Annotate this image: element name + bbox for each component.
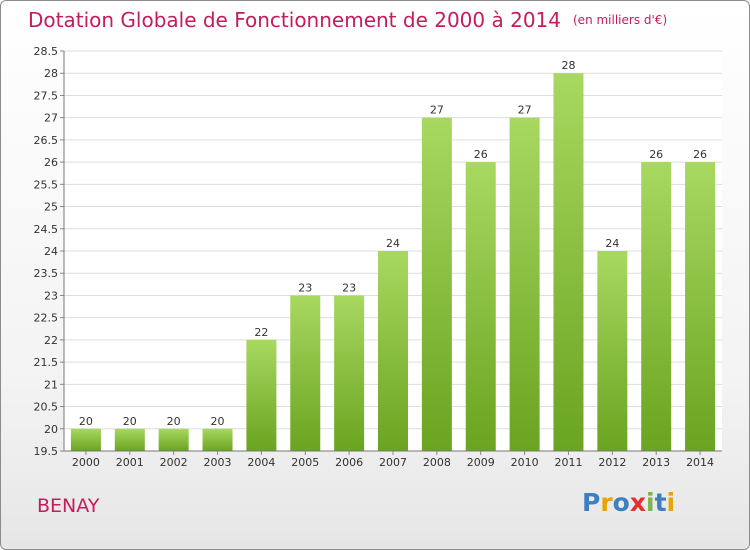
bar-2009 (465, 162, 496, 451)
x-tick-label: 2008 (423, 456, 451, 469)
bar-2006 (334, 295, 365, 451)
logo-letter: o (612, 488, 630, 517)
y-tick-label: 27 (44, 112, 58, 125)
x-tick-label: 2001 (116, 456, 144, 469)
y-tick-label: 22 (44, 334, 58, 347)
bar-2010 (509, 117, 540, 452)
y-tick-label: 25.5 (34, 178, 59, 191)
value-label: 20 (211, 415, 225, 428)
value-label: 20 (167, 415, 181, 428)
y-tick-label: 25 (44, 201, 58, 214)
x-tick-label: 2013 (642, 456, 670, 469)
value-label: 23 (342, 281, 356, 294)
value-label: 27 (430, 104, 444, 117)
value-label: 23 (298, 281, 312, 294)
x-tick-label: 2004 (247, 456, 275, 469)
bar-2011 (553, 73, 584, 451)
x-tick-label: 2005 (291, 456, 319, 469)
bar-2013 (641, 162, 672, 451)
y-tick-label: 26.5 (34, 134, 59, 147)
x-tick-label: 2000 (72, 456, 100, 469)
x-tick-label: 2002 (160, 456, 188, 469)
value-label: 20 (123, 415, 137, 428)
y-tick-label: 19.5 (34, 445, 59, 458)
bars: 20 20 20 20 22 23 23 24 27 26 27 28 24 26 26 (70, 59, 716, 452)
value-label: 26 (649, 148, 663, 161)
bar-2000 (70, 428, 101, 451)
logo-letter: P (582, 488, 601, 517)
value-label: 20 (79, 415, 93, 428)
y-tick-label: 23.5 (34, 267, 59, 280)
proxiti-logo: Proxiti (582, 488, 675, 517)
logo-letter: t (654, 488, 667, 517)
bar-2003 (202, 428, 233, 451)
logo-letter: r (600, 488, 613, 517)
y-tick-label: 21.5 (34, 356, 59, 369)
bar-2004 (246, 339, 277, 451)
bar-2008 (421, 117, 452, 452)
y-tick-label: 20 (44, 423, 58, 436)
x-tick-label: 2003 (204, 456, 232, 469)
y-tick-label: 23 (44, 289, 58, 302)
bar-2014 (685, 162, 716, 451)
chart-title: Dotation Globale de Fonctionnement de 20… (28, 8, 667, 32)
value-label: 28 (561, 59, 575, 72)
bar-2012 (597, 251, 628, 451)
y-tick-label: 26 (44, 156, 58, 169)
chart-subtitle: (en milliers d'€) (573, 13, 668, 27)
chart-title-text: Dotation Globale de Fonctionnement de 20… (28, 8, 561, 32)
bar-2005 (290, 295, 321, 451)
value-label: 22 (254, 326, 268, 339)
x-tick-label: 2009 (467, 456, 495, 469)
value-label: 24 (386, 237, 400, 250)
x-tick-label: 2006 (335, 456, 363, 469)
y-tick-label: 21 (44, 378, 58, 391)
value-label: 27 (518, 104, 532, 117)
y-tick-label: 24 (44, 245, 58, 258)
value-label: 26 (693, 148, 707, 161)
y-tick-label: 27.5 (34, 89, 59, 102)
commune-name: BENAY (37, 495, 100, 517)
logo-letter: i (646, 488, 655, 517)
x-tick-label: 2010 (511, 456, 539, 469)
axes: 19.5 20 20.5 21 21.5 22 22.5 23 23.5 24 24.5 25 25.5… (34, 45, 722, 469)
y-tick-label: 28 (44, 67, 58, 80)
x-tick-label: 2007 (379, 456, 407, 469)
y-tick-label: 20.5 (34, 401, 59, 414)
y-tick-label: 22.5 (34, 312, 59, 325)
logo-letter: i (666, 488, 676, 517)
value-label: 24 (605, 237, 619, 250)
bar-2007 (378, 251, 408, 451)
x-tick-label: 2011 (554, 456, 582, 469)
bar-2002 (158, 428, 189, 451)
x-tick-label: 2014 (686, 456, 714, 469)
value-label: 26 (474, 148, 488, 161)
y-tick-label: 28.5 (34, 45, 59, 58)
logo-letter: x (629, 488, 646, 517)
x-tick-label: 2012 (598, 456, 626, 469)
bar-2001 (114, 428, 145, 451)
y-tick-label: 24.5 (34, 223, 59, 236)
